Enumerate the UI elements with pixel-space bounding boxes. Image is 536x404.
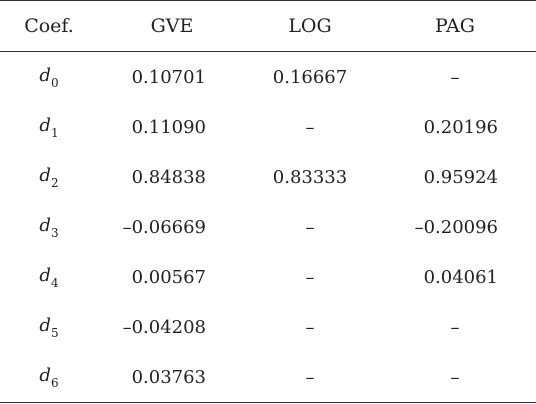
gve-cell: 0.11090: [131, 116, 206, 138]
log-cell: –: [305, 116, 315, 138]
log-cell: –: [305, 366, 315, 388]
header-coef: Coef.: [24, 15, 74, 37]
pag-cell: 0.20196: [423, 116, 498, 138]
pag-cell: –: [450, 366, 460, 388]
coef-cell: d6: [39, 364, 59, 390]
coef-cell: d4: [39, 264, 59, 290]
pag-cell: 0.95924: [423, 166, 498, 188]
log-cell: –: [305, 216, 315, 238]
pag-cell: –: [450, 316, 460, 338]
gve-cell: 0.10701: [131, 66, 206, 88]
log-cell: –: [305, 266, 315, 288]
coef-cell: d1: [39, 114, 59, 140]
coef-cell: d5: [39, 314, 59, 340]
pag-cell: –: [450, 66, 460, 88]
header-pag: PAG: [435, 15, 475, 37]
gve-cell: 0.03763: [131, 366, 206, 388]
table-row: d1 0.11090 – 0.20196: [0, 102, 536, 152]
pag-cell: –0.20096: [414, 216, 498, 238]
gve-cell: –0.06669: [122, 216, 206, 238]
gve-cell: 0.00567: [131, 266, 206, 288]
table-row: d5 –0.04208 – –: [0, 302, 536, 352]
table-row: d4 0.00567 – 0.04061: [0, 252, 536, 302]
table-row: d0 0.10701 0.16667 –: [0, 52, 536, 103]
gve-cell: 0.84838: [131, 166, 206, 188]
header-log: LOG: [288, 15, 332, 37]
gve-cell: –0.04208: [122, 316, 206, 338]
coef-cell: d0: [39, 64, 59, 90]
header-gve: GVE: [150, 15, 194, 37]
pag-cell: 0.04061: [423, 266, 498, 288]
log-cell: –: [305, 316, 315, 338]
coef-cell: d3: [39, 214, 59, 240]
log-cell: 0.16667: [272, 66, 348, 88]
table-row: d6 0.03763 – –: [0, 352, 536, 403]
table-row: d2 0.84838 0.83333 0.95924: [0, 152, 536, 202]
table-row: d3 –0.06669 – –0.20096: [0, 202, 536, 252]
coef-cell: d2: [39, 164, 59, 190]
log-cell: 0.83333: [272, 166, 348, 188]
table-header-row: Coef. GVE LOG PAG: [0, 0, 536, 52]
